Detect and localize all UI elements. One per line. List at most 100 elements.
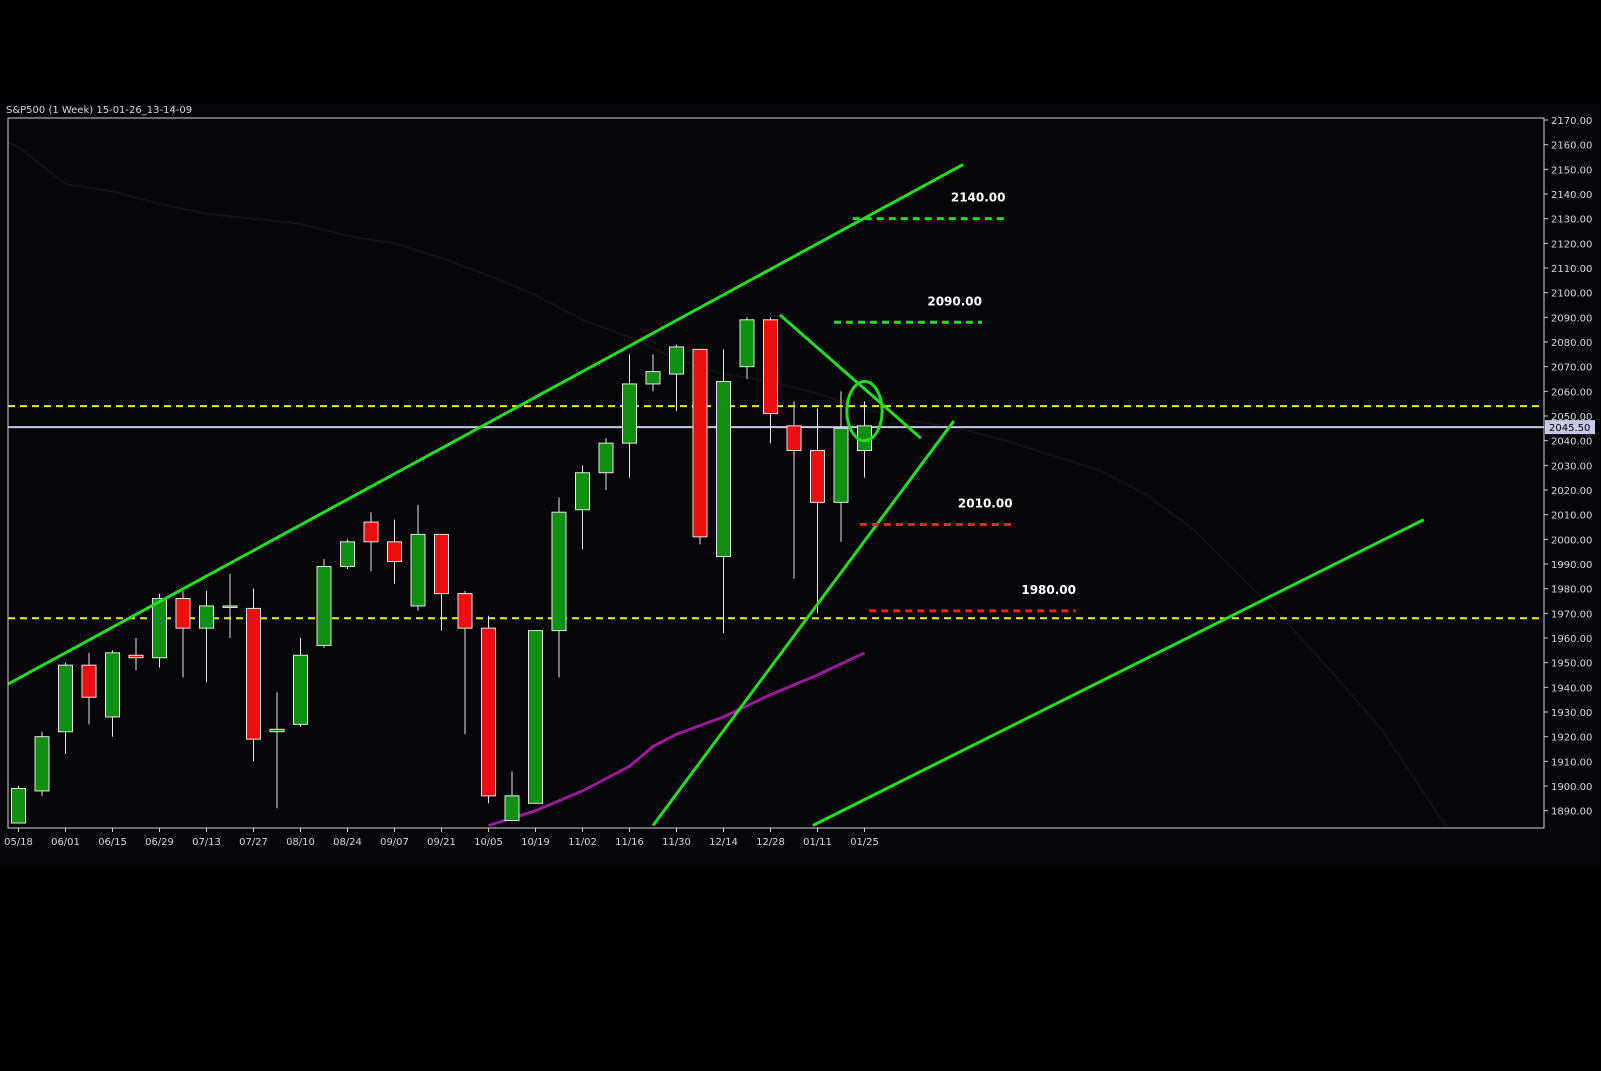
candle [739,317,755,380]
candle [316,559,332,648]
candle-body [387,541,402,563]
x-tick-label: 07/13 [192,837,221,848]
x-tick-label: 08/24 [333,837,362,848]
candle [175,591,191,678]
candle-body [622,383,637,444]
candle [669,344,684,412]
candle [833,391,849,542]
candle-body [504,795,520,822]
candle [786,401,802,579]
candle-body [833,427,849,503]
x-tick-label: 12/14 [709,837,738,848]
x-tick-label: 06/29 [145,837,174,848]
chart-panel-background [0,104,1600,867]
candle-body [269,728,285,733]
candle-body [786,425,802,452]
candle-body [128,654,144,659]
y-tick-label: 2160.00 [1551,141,1592,152]
y-tick-label: 2170.00 [1551,116,1592,127]
x-tick-label: 10/19 [521,837,550,848]
target-level-label: 2010.00 [958,497,1013,511]
candle [598,438,614,491]
y-tick-label: 1970.00 [1551,609,1592,620]
y-tick-label: 2110.00 [1551,264,1592,275]
x-tick-label: 11/02 [568,837,597,848]
current-price-tag [1545,420,1595,435]
y-tick-label: 1950.00 [1551,659,1592,670]
candle-body [669,346,684,375]
current-price-label: 2045.50 [1549,423,1590,434]
candle [575,465,590,550]
candle [481,615,496,804]
candle [105,650,120,737]
candle [387,519,402,584]
x-tick-label: 01/11 [803,837,832,848]
x-tick-label: 12/28 [756,837,785,848]
trend-line [651,420,956,827]
x-tick-label: 06/01 [51,837,80,848]
y-tick-label: 2080.00 [1551,338,1592,349]
candle-body [434,533,449,595]
y-tick-label: 2090.00 [1551,313,1592,324]
candle [410,504,426,611]
candle [340,539,355,569]
candle [269,692,285,809]
x-tick-label: 10/05 [474,837,503,848]
x-tick-label: 01/25 [850,837,879,848]
x-tick-label: 05/18 [4,837,33,848]
candle-body [551,511,567,632]
target-level-label: 1980.00 [1021,583,1076,597]
y-tick-label: 1980.00 [1551,585,1592,596]
candle-body [340,541,355,567]
candle-body [598,442,614,474]
x-tick-label: 07/27 [239,837,268,848]
trend-line [812,518,1425,827]
x-tick-label: 11/30 [662,837,691,848]
candle [457,591,473,735]
candle-body [645,371,661,385]
candle-body [810,450,825,503]
y-tick-label: 1890.00 [1551,807,1592,818]
y-tick-label: 2020.00 [1551,486,1592,497]
trend-line [778,313,922,440]
candle [622,354,637,478]
candle [58,662,73,754]
candle-body [528,630,543,804]
candle [11,786,26,824]
plot-layer: 2140.00 2090.00 2010.00 1980.00 [8,141,1544,828]
candle [222,573,238,639]
candle [246,588,261,762]
y-tick-label: 2120.00 [1551,239,1592,250]
candle-body [81,664,97,698]
candle [434,533,449,631]
y-tick-label: 2070.00 [1551,363,1592,374]
y-tick-label: 2050.00 [1551,412,1592,423]
candle [528,630,543,804]
candle-body [457,593,473,629]
candle-body [363,521,379,543]
y-tick-label: 2130.00 [1551,215,1592,226]
trend-line [8,163,964,686]
candle [199,591,214,683]
highlight-ellipse [845,379,884,443]
candle [645,354,661,392]
candle-body [222,605,238,608]
candle-body [34,736,50,792]
candle-body [763,319,778,415]
y-tick-label: 2010.00 [1551,511,1592,522]
candle-body [575,472,590,511]
candle-body [175,598,191,629]
candle-body [739,319,755,368]
y-tick-label: 1920.00 [1551,733,1592,744]
candle-body [58,664,73,733]
y-tick-label: 1940.00 [1551,683,1592,694]
y-tick-label: 1900.00 [1551,782,1592,793]
candle-body [716,380,731,558]
candle-body [246,607,261,740]
candle [810,408,825,614]
x-tick-label: 06/15 [98,837,127,848]
candle-body [105,652,120,718]
axis-layer: 2170.00 2160.00 2150.00 2140.00 2130.00 2120.… [4,116,1595,848]
